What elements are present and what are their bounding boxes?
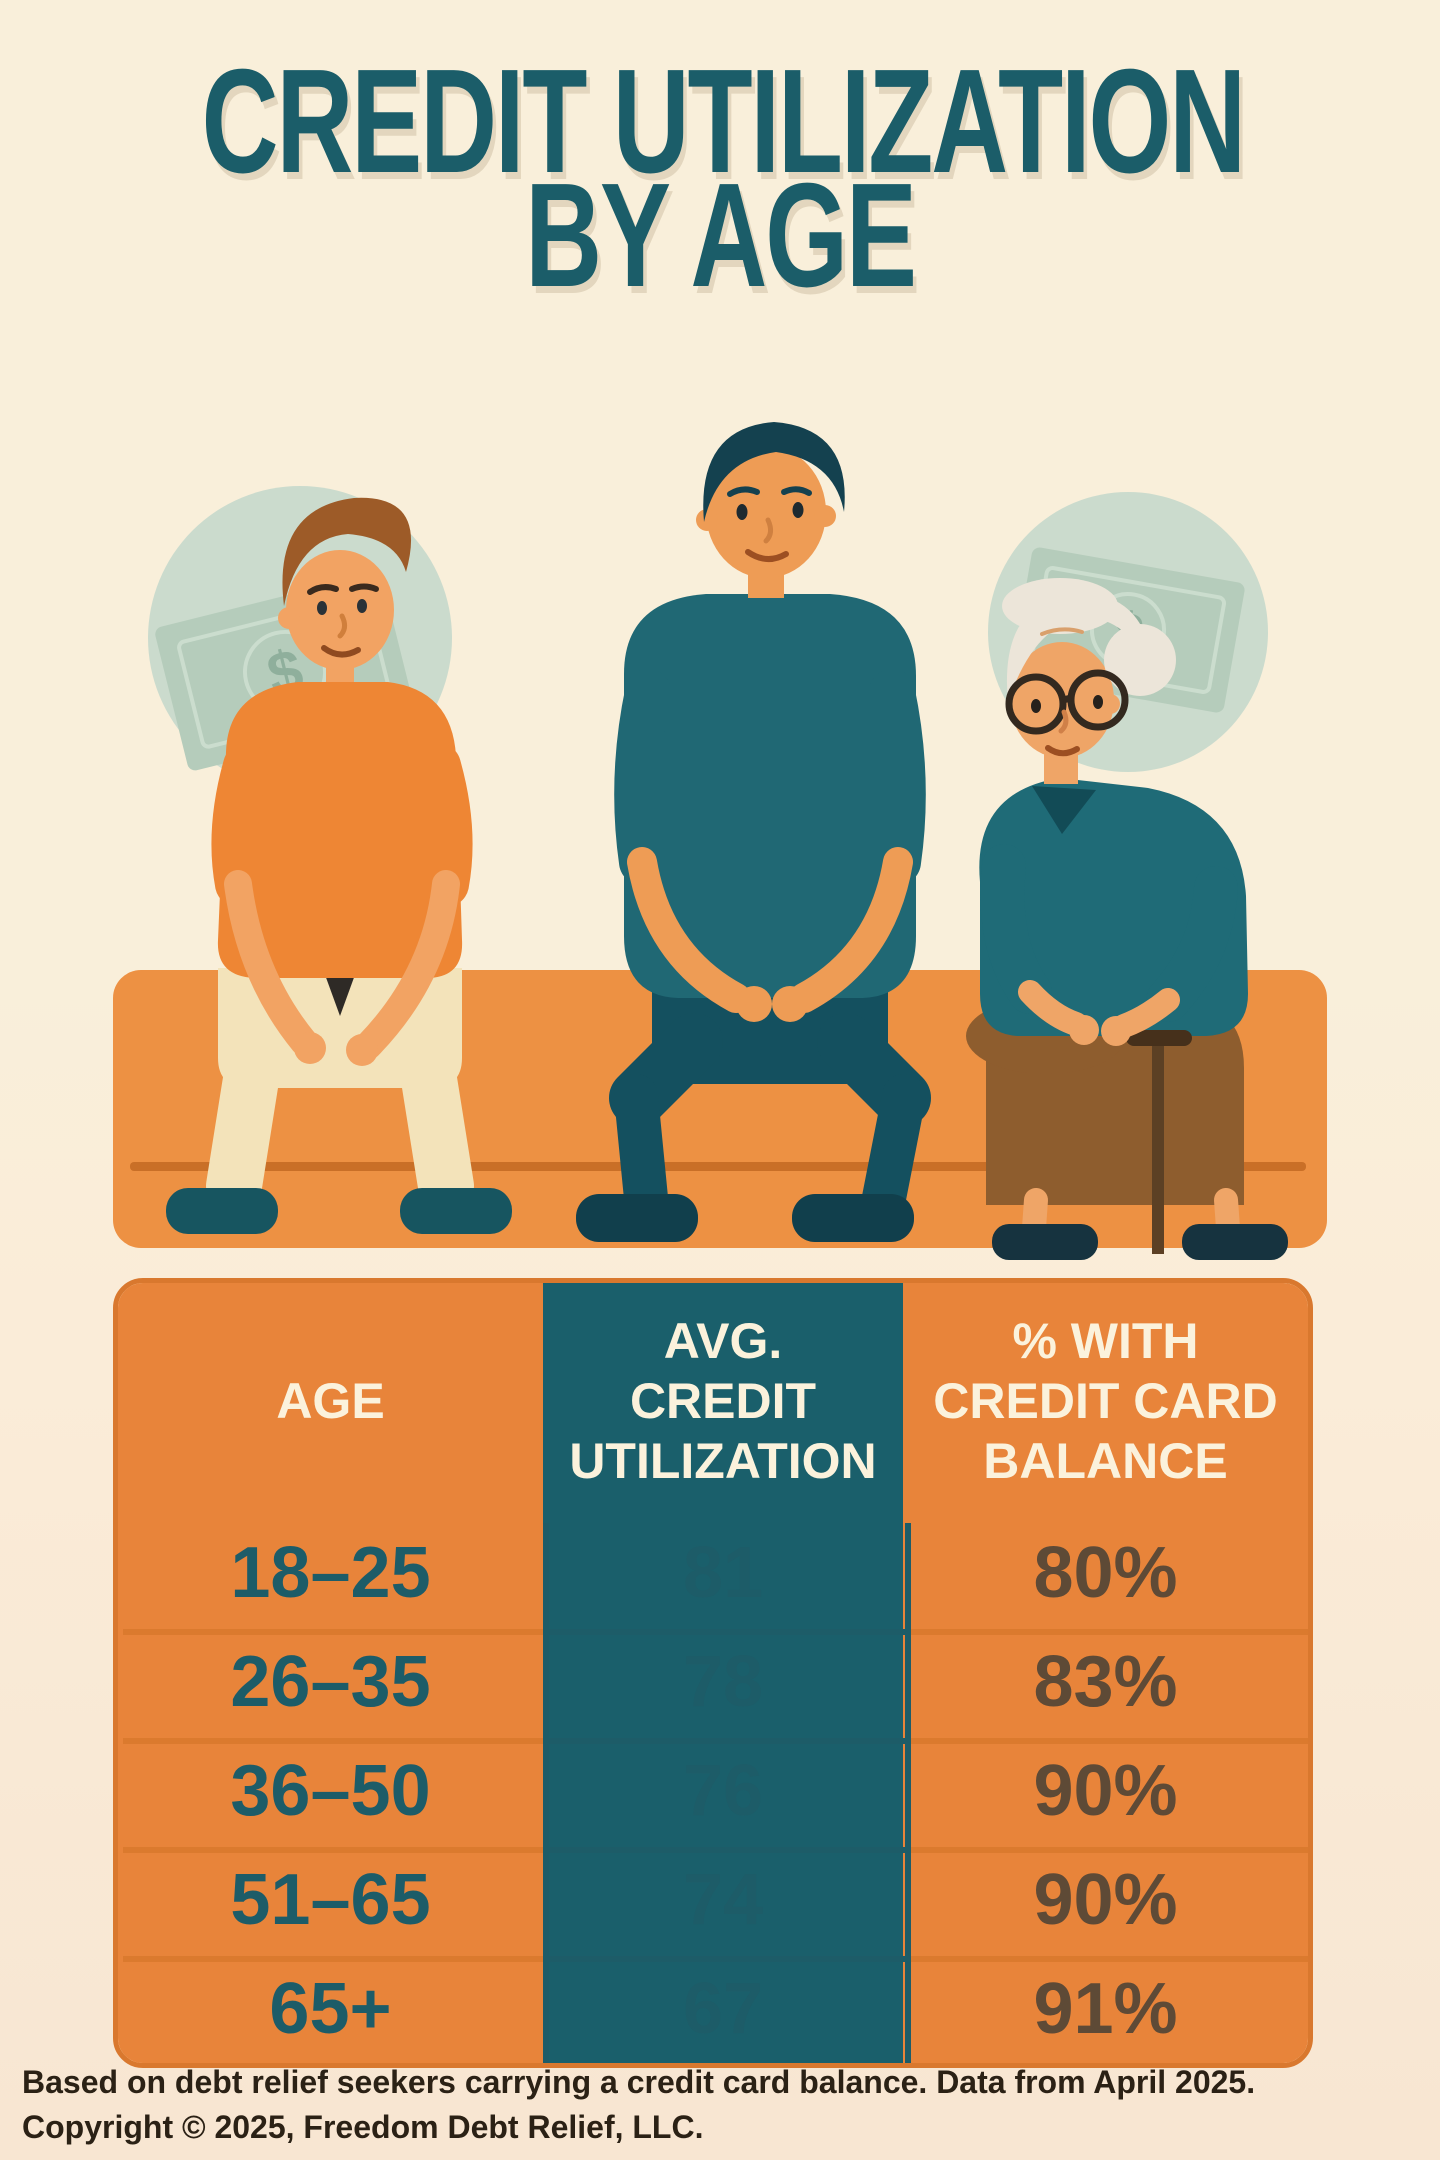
people-on-bench-illustration: $ $: [113, 422, 1327, 1260]
page-title-line-2: BY AGE: [525, 153, 917, 318]
pct-balance-cell: 90%: [903, 1845, 1308, 1954]
pct-balance-cell: 80%: [903, 1518, 1308, 1627]
avg-utilization-cell: 78: [543, 1627, 903, 1736]
elderly-woman-figure: [966, 578, 1288, 1260]
table-header-pct-with-balance: % WITH CREDIT CARD BALANCE: [903, 1283, 1308, 1518]
table-row: 26–35 78 83%: [118, 1627, 1308, 1736]
footnote-line-1: Based on debt relief seekers carrying a …: [22, 2064, 1256, 2100]
avg-utilization-cell: 81: [543, 1518, 903, 1627]
column-divider: [543, 1523, 549, 2063]
age-cell: 26–35: [118, 1627, 543, 1736]
young-adult-figure: [166, 497, 512, 1234]
credit-utilization-table: AGE AVG. CREDIT UTILIZATION % WITH CREDI…: [113, 1278, 1313, 2068]
age-cell: 65+: [118, 1954, 543, 2063]
middle-aged-man-figure: [576, 422, 931, 1242]
table-row: 36–50 76 90%: [118, 1736, 1308, 1845]
avg-utilization-cell: 74: [543, 1845, 903, 1954]
footnote-line-2: Copyright © 2025, Freedom Debt Relief, L…: [22, 2109, 704, 2145]
page-title-line-1: CREDIT UTILIZATION: [201, 39, 1247, 204]
table-row: 18–25 81 80%: [118, 1518, 1308, 1627]
age-cell: 18–25: [118, 1518, 543, 1627]
glasses-icon: [1005, 669, 1129, 735]
table-row: 51–65 74 90%: [118, 1845, 1308, 1954]
table-header-row: AGE AVG. CREDIT UTILIZATION % WITH CREDI…: [118, 1283, 1308, 1518]
table-header-avg-credit-utilization: AVG. CREDIT UTILIZATION: [543, 1283, 903, 1518]
pct-balance-cell: 90%: [903, 1736, 1308, 1845]
age-cell: 51–65: [118, 1845, 543, 1954]
column-divider: [905, 1523, 911, 2063]
table-header-age: AGE: [118, 1283, 543, 1518]
table-row: 65+ 67 91%: [118, 1954, 1308, 2063]
row-divider: [543, 1629, 911, 1635]
table-body: 18–25 81 80% 26–35 78 83% 36–50 76 90% 5…: [118, 1518, 1308, 2063]
row-divider: [543, 1847, 911, 1853]
source-footnote: Based on debt relief seekers carrying a …: [22, 2060, 1422, 2150]
pct-balance-cell: 83%: [903, 1627, 1308, 1736]
avg-utilization-cell: 76: [543, 1736, 903, 1845]
avg-utilization-cell: 67: [543, 1954, 903, 2063]
cane-icon: [1126, 1030, 1192, 1254]
row-divider: [543, 1956, 911, 1962]
row-divider: [543, 1738, 911, 1744]
age-cell: 36–50: [118, 1736, 543, 1845]
pct-balance-cell: 91%: [903, 1954, 1308, 2063]
